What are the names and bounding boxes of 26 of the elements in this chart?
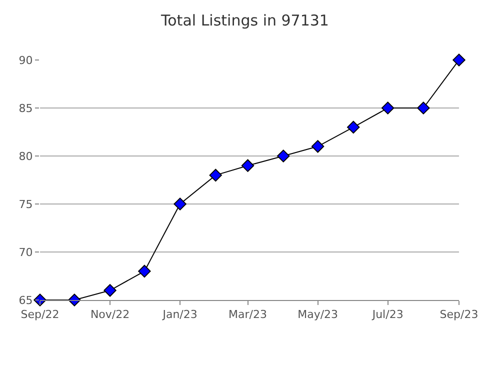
point (104, 284, 116, 297)
point (138, 264, 151, 278)
chart-title: Total Listings in 97131 (160, 12, 329, 30)
x-tick-label: Nov/22 (90, 308, 130, 322)
point (452, 54, 466, 66)
point (417, 102, 430, 114)
y-tick-label: 80 (18, 150, 33, 163)
y-tick-label: 85 (18, 102, 33, 115)
y-tick-label: 70 (18, 246, 33, 259)
y-tick-label: 90 (18, 54, 33, 67)
x-tick-label: Mar/23 (228, 308, 268, 322)
point (347, 120, 360, 134)
x-tick-label: May/23 (298, 308, 338, 322)
y-tick-label: 65 (18, 294, 33, 307)
y-tick-label: 75 (18, 198, 33, 211)
point (174, 198, 186, 210)
x-tick-label: Sep/23 (440, 308, 478, 322)
x-tick-label: Jul/23 (371, 308, 404, 322)
point (241, 159, 254, 172)
x-tick-label: Sep/22 (20, 308, 60, 322)
point (34, 294, 46, 306)
point (381, 102, 394, 114)
point (209, 168, 222, 182)
point (311, 140, 324, 153)
point (277, 150, 290, 162)
x-tick-label: Jan/23 (162, 308, 198, 322)
